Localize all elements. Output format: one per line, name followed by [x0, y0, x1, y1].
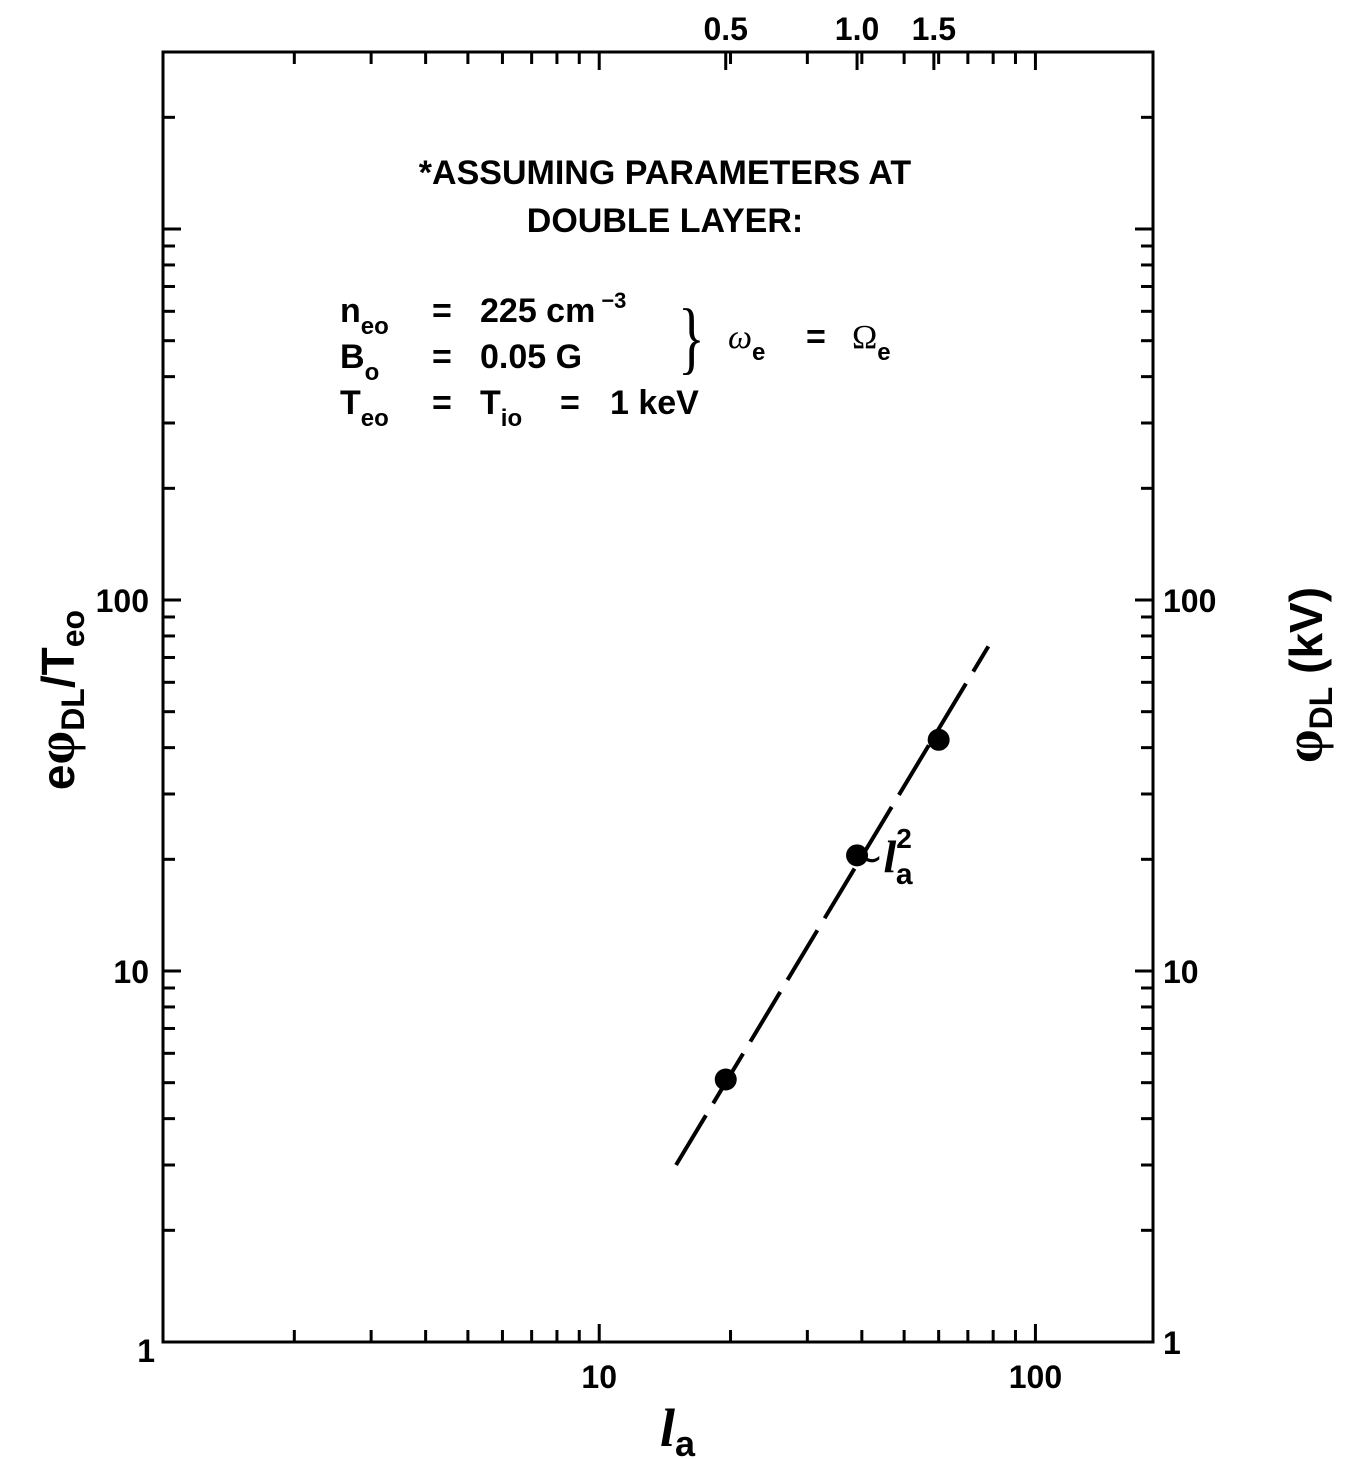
omega-e-symbol: ω: [728, 319, 752, 356]
tio-equals: =: [560, 384, 580, 422]
big-omega-subscript: e: [877, 339, 890, 366]
y-axis-title-e: e: [32, 765, 84, 791]
teo-equals: =: [432, 384, 452, 422]
x-tick-label: 10: [581, 1359, 617, 1395]
neo-line: neo = 225 cm −3: [340, 288, 626, 340]
big-omega-symbol: Ω: [852, 319, 877, 356]
y-axis-title-sub: DL: [55, 688, 91, 731]
y-tick-label: 10: [113, 954, 149, 990]
note-heading-1: *ASSUMING PARAMETERS AT: [419, 154, 912, 192]
fit-label-l: l: [884, 831, 897, 882]
fit-label-sup: 2: [896, 823, 912, 854]
neo-symbol: n: [340, 292, 361, 330]
right-tick-label: 100: [1163, 583, 1216, 619]
data-point: [846, 844, 869, 867]
right-axis-title-phi: φ: [1274, 729, 1334, 763]
y-axis-title-post: /T: [32, 647, 84, 688]
neo-value: 225 cm: [480, 292, 595, 330]
x-corner-label: 1: [137, 1333, 155, 1369]
fit-label-tilde: ∼: [850, 836, 884, 881]
top-axis-tick-label: 0.5: [703, 11, 747, 47]
omega-equals: =: [806, 318, 826, 356]
bo-symbol: B: [340, 338, 365, 376]
data-point: [927, 728, 950, 751]
data-point: [714, 1068, 737, 1091]
x-axis-title-sub: a: [675, 1423, 696, 1459]
tick-marks: [163, 52, 1153, 1342]
right-axis-title-sub: DL: [1303, 687, 1339, 730]
neo-equals: =: [432, 292, 452, 330]
note-heading-2: DOUBLE LAYER:: [527, 202, 803, 240]
tio-value: 1 keV: [610, 384, 699, 422]
temperature-line: Teo = Tio = 1 keV: [340, 384, 699, 432]
teo-subscript: eo: [361, 405, 389, 432]
right-tick-label: 1: [1163, 1325, 1181, 1361]
y-tick-label: 100: [96, 583, 149, 619]
y-axis-title-sub2: eo: [55, 610, 91, 647]
omega-equation: ωe = Ωe: [728, 318, 891, 366]
right-axis-title-post: (kV): [1280, 587, 1332, 687]
y-axis-title: eφDL/Teo: [26, 610, 91, 790]
data-points-layer: [714, 728, 950, 1091]
right-tick-label: 10: [1163, 954, 1199, 990]
tio-symbol: T: [480, 384, 501, 422]
bo-equals: =: [432, 338, 452, 376]
tio-subscript: io: [501, 405, 522, 432]
neo-subscript: eo: [361, 313, 389, 340]
fit-label-sub: a: [896, 858, 913, 891]
y-axis-title-phi: φ: [26, 731, 86, 765]
neo-exponent: −3: [601, 288, 626, 313]
x-tick-label: 100: [1009, 1359, 1062, 1395]
top-axis-tick-label: 1.5: [912, 11, 956, 47]
fit-label: ∼l2 a: [850, 823, 913, 891]
top-axis-tick-label: 1.0: [835, 11, 879, 47]
bo-line: Bo = 0.05 G: [340, 338, 582, 386]
bo-subscript: o: [365, 359, 380, 386]
tick-labels-layer: 0.5 1.0 1.5 10 100 1 10 100 1 10 100: [96, 11, 1217, 1395]
x-axis-title-main: l: [660, 1398, 675, 1458]
bo-value: 0.05 G: [480, 338, 582, 376]
brace-glyph: }: [678, 292, 705, 381]
plot-frame: [161, 50, 1155, 1344]
teo-symbol: T: [340, 384, 361, 422]
x-axis-title: la: [660, 1398, 696, 1459]
omega-e-subscript: e: [752, 339, 765, 366]
right-axis-title: φDL (kV): [1274, 587, 1339, 763]
